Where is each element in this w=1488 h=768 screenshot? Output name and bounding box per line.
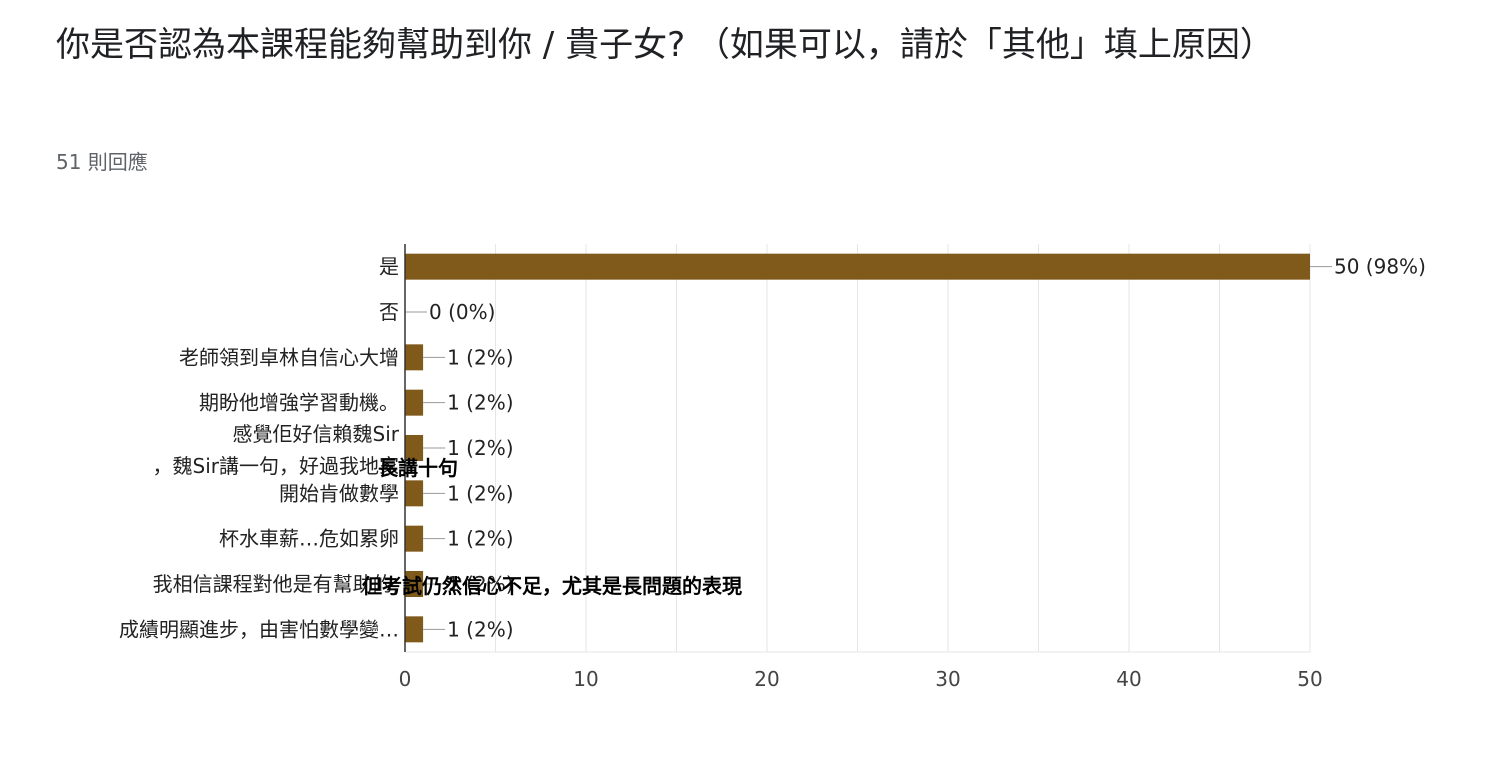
category-label: 否: [379, 300, 399, 324]
x-tick-label: 40: [1116, 667, 1141, 691]
value-label: 1 (2%): [447, 391, 513, 415]
bar: [405, 435, 424, 461]
x-tick-label: 50: [1297, 667, 1322, 691]
category-label: 杯水車薪…危如累卵: [219, 527, 399, 551]
bar: [405, 344, 424, 371]
bar: [405, 616, 424, 643]
x-tick-label: 20: [754, 667, 779, 691]
overlay-text-1: 長講十句: [378, 456, 458, 480]
value-label: 1 (2%): [447, 527, 513, 551]
x-tick-label: 10: [573, 667, 598, 691]
value-label: 1 (2%): [447, 436, 513, 460]
category-label: 開始肯做數學: [279, 481, 399, 505]
value-label: 0 (0%): [429, 300, 495, 324]
value-label: 1 (2%): [447, 345, 513, 369]
value-label: 1 (2%): [447, 617, 513, 641]
value-label: 1 (2%): [447, 572, 513, 596]
x-tick-label: 30: [935, 667, 960, 691]
bar: [405, 389, 424, 416]
category-label: 老師領到卓林自信心大增: [179, 345, 399, 369]
bar: [405, 571, 424, 597]
category-label: 感覺佢好信賴魏Sir: [233, 422, 400, 446]
category-label: 是: [379, 255, 399, 279]
category-label: 期盼他增強学習動機。: [199, 391, 399, 415]
response-count: 51 則回應: [56, 150, 148, 174]
bar: [405, 253, 1310, 280]
value-label: 50 (98%): [1334, 255, 1426, 279]
question-title: 你是否認為本課程能夠幫助到你 / 貴子女? （如果可以，請於「其他」填上原因）: [56, 25, 1274, 65]
overlay-text-2: 但考試仍然信心不足，尤其是長問題的表現: [362, 574, 742, 598]
category-label: 成績明顯進步，由害怕數學變…: [119, 617, 399, 641]
bar: [405, 480, 424, 507]
bar: [405, 525, 424, 552]
category-label: ，魏Sir講一句，好過我地家: [153, 454, 399, 478]
value-label: 1 (2%): [447, 481, 513, 505]
category-label: 我相信課程對他是有幫助的,: [153, 572, 399, 596]
x-tick-label: 0: [399, 667, 412, 691]
